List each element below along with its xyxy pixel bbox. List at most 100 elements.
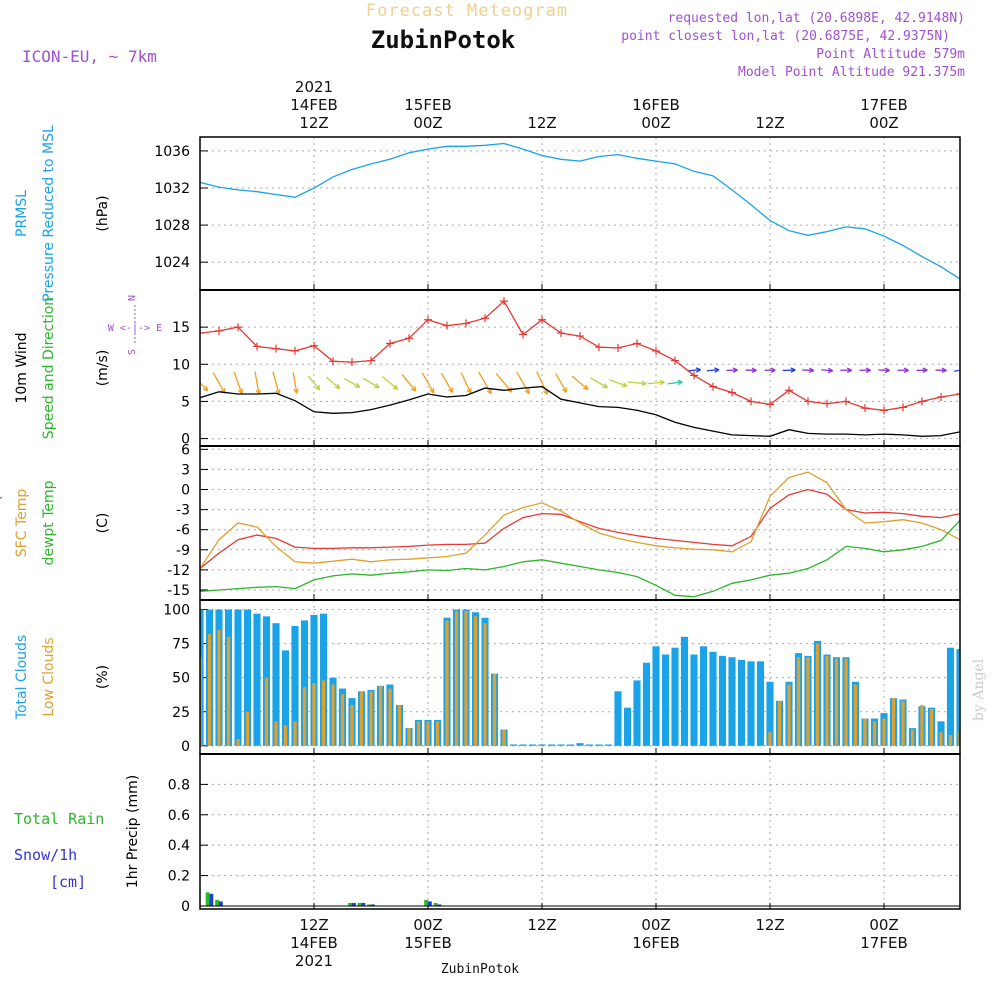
bar-snow — [209, 893, 214, 906]
wind-arrow — [307, 375, 321, 391]
series-line-0 — [200, 142, 960, 280]
bar-total-clouds — [747, 661, 755, 746]
wind-compass: N W <-|-> E S — [108, 295, 162, 355]
bar-low-clouds — [834, 658, 839, 746]
wind-arrow — [802, 367, 815, 374]
series-line-1 — [200, 385, 960, 437]
gust-marker — [861, 404, 869, 413]
wind-arrow-head — [732, 367, 738, 373]
wind-arrow-head — [961, 368, 966, 372]
y-tick-label: -3 — [176, 503, 190, 519]
wind-arrow — [460, 372, 472, 394]
wind-arrow-head — [846, 367, 852, 373]
bar-total-clouds — [623, 707, 632, 746]
wind-arrow-head — [275, 389, 281, 395]
bar-low-clouds — [958, 730, 960, 746]
bar-total-clouds — [946, 647, 955, 746]
wind-arrow — [478, 371, 492, 395]
bar-total-clouds — [234, 609, 242, 746]
panel-pressure: 1024 1028 1032 1036 PRMSL Pressure Reduced to… — [14, 125, 961, 302]
wind-arrow-head — [621, 382, 628, 388]
gust-marker — [766, 400, 774, 409]
gust-marker — [443, 321, 451, 330]
wind-arrow — [608, 378, 628, 388]
y-tick-label: 3 — [181, 462, 190, 478]
gust-marker — [785, 386, 793, 395]
y-tick-label: 6 — [181, 442, 190, 458]
time-label-bottom: 00Z — [641, 916, 670, 934]
bar-total-rain — [205, 892, 210, 906]
time-label-top: 00Z — [413, 114, 442, 132]
y-tick-label: 1024 — [154, 255, 190, 271]
wind-arrow-head — [334, 383, 341, 390]
bar-total-clouds — [585, 744, 594, 746]
wind-arrow-shaft — [627, 381, 647, 385]
wind-arrow — [878, 367, 890, 374]
time-label-bottom: 16FEB — [632, 934, 679, 952]
wind-arrow-head — [237, 388, 244, 395]
series-line-0 — [200, 488, 960, 570]
panel-border — [199, 753, 961, 910]
bar-low-clouds — [815, 643, 820, 746]
bar-total-clouds — [272, 623, 280, 746]
bar-low-clouds — [891, 698, 896, 746]
wind-arrow — [421, 372, 435, 394]
wind-arrow — [272, 371, 281, 395]
bar-snow — [352, 902, 356, 906]
wind-arrow-shaft — [516, 371, 530, 394]
footer-location: ZubinPotok — [441, 962, 519, 977]
bar-total-clouds — [690, 654, 698, 746]
time-label-top: 12Z — [755, 114, 784, 132]
bar-total-clouds — [766, 681, 774, 746]
bar-low-clouds — [340, 694, 345, 746]
bar-low-clouds — [844, 658, 848, 746]
gust-marker — [880, 406, 888, 415]
time-label-bottom: 17FEB — [860, 934, 907, 952]
time-label-top: 00Z — [641, 114, 670, 132]
bar-total-clouds — [699, 646, 708, 746]
wind-arrow-shaft — [536, 371, 548, 395]
wind-arrow-head — [808, 367, 815, 374]
y-axis-label: (%) — [95, 665, 111, 689]
wind-arrow — [667, 379, 683, 386]
panel-plot-area — [200, 142, 960, 280]
bar-low-clouds — [359, 691, 364, 746]
gust-marker — [200, 329, 204, 338]
bar-low-clouds — [777, 700, 782, 746]
bar-low-clouds — [502, 729, 506, 746]
panel-plot-area — [200, 892, 960, 907]
wind-arrow — [687, 367, 701, 373]
y-axis-label: dewpt Temp — [41, 480, 57, 565]
y-tick-label: 15 — [172, 320, 190, 336]
wind-arrow-shaft — [440, 372, 454, 393]
wind-arrow-shaft — [292, 372, 298, 394]
bar-low-clouds — [920, 704, 924, 746]
wind-arrow-head — [314, 384, 321, 391]
wind-arrow — [516, 371, 530, 395]
bar-low-clouds — [350, 704, 354, 746]
model-altitude: Model Point Altitude 921.375m — [738, 65, 965, 80]
bar-total-clouds — [281, 650, 290, 746]
legend-entry: Total Rain — [14, 810, 104, 828]
wind-arrow-shaft — [647, 381, 665, 385]
wind-arrow-shaft — [706, 369, 720, 372]
wind-arrow-shaft — [460, 372, 472, 394]
time-label-bottom: 2021 — [295, 952, 333, 970]
bar-total-clouds — [300, 620, 309, 746]
bar-low-clouds — [483, 623, 487, 746]
wind-arrow-shaft — [555, 373, 567, 393]
y-tick-label: 0 — [181, 899, 190, 915]
y-axis-label: 10m Wind — [14, 332, 30, 403]
y-axis-label: Wind GUST — [0, 328, 3, 407]
wind-arrow-head — [790, 367, 796, 373]
wind-arrow — [381, 375, 399, 390]
bar-low-clouds — [283, 725, 288, 746]
gust-marker — [690, 371, 698, 380]
bar-snow — [361, 902, 366, 906]
wind-arrow — [571, 375, 589, 391]
bar-low-clouds — [378, 685, 383, 746]
bar-total-clouds — [652, 646, 660, 746]
panel-temperature: -15 -12 -9 -6 -3 0 3 6 2m Temp SFC Temp dewpt Temp… — [0, 442, 961, 601]
bar-total-clouds — [528, 744, 537, 746]
gust-marker — [234, 323, 242, 332]
